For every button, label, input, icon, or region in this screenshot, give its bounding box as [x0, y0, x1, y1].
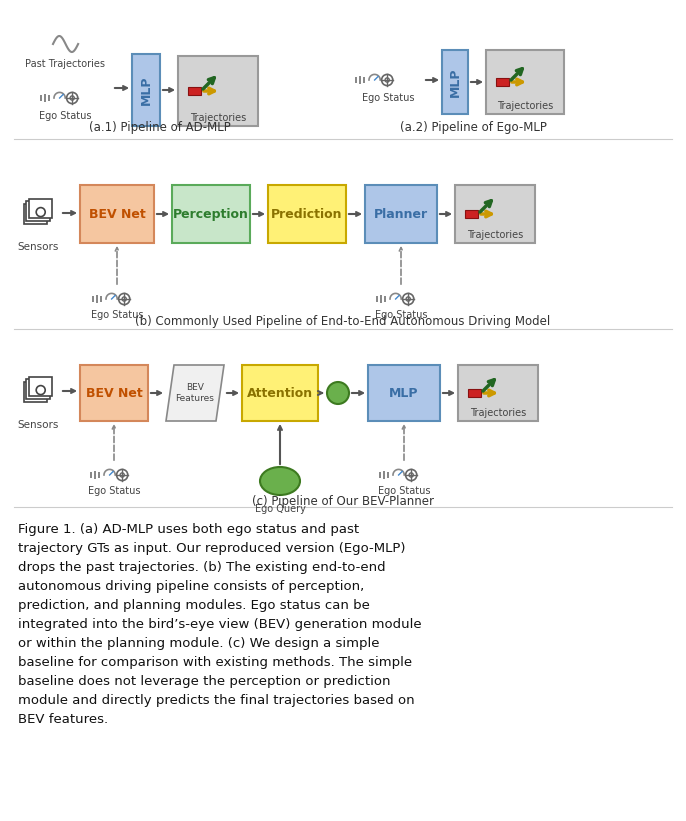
Bar [90, 472, 92, 478]
Bar [458, 365, 538, 421]
Bar [384, 296, 386, 302]
Bar [44, 94, 46, 102]
Text: Ego Status: Ego Status [38, 111, 91, 121]
Text: baseline does not leverage the perception or prediction: baseline does not leverage the perceptio… [18, 675, 390, 688]
Bar [442, 50, 468, 114]
Bar [132, 54, 160, 126]
Bar [92, 296, 94, 302]
Bar [379, 472, 381, 478]
Text: Trajectories: Trajectories [190, 113, 246, 123]
Bar [23, 204, 47, 224]
Text: baseline for comparison with existing methods. The simple: baseline for comparison with existing me… [18, 656, 412, 669]
Text: Ego Query: Ego Query [255, 504, 305, 514]
Bar [242, 365, 318, 421]
Text: prediction, and planning modules. Ego status can be: prediction, and planning modules. Ego st… [18, 599, 370, 612]
Bar [96, 296, 98, 303]
Text: Ego Status: Ego Status [362, 93, 414, 103]
Bar [172, 185, 250, 243]
Text: (c) Pipeline of Our BEV-Planner: (c) Pipeline of Our BEV-Planner [252, 494, 434, 507]
Text: autonomous driving pipeline consists of perception,: autonomous driving pipeline consists of … [18, 580, 364, 593]
Text: drops the past trajectories. (b) The existing end-to-end: drops the past trajectories. (b) The exi… [18, 561, 386, 574]
Text: Planner: Planner [374, 208, 428, 221]
Ellipse shape [260, 467, 300, 495]
Bar [496, 78, 509, 86]
Bar [80, 185, 154, 243]
Bar [29, 199, 52, 218]
Bar [94, 471, 96, 479]
Bar [380, 296, 382, 303]
Bar [468, 389, 481, 397]
Bar [98, 472, 100, 478]
Text: Attention: Attention [247, 387, 313, 400]
Bar [29, 377, 52, 397]
Bar [26, 379, 49, 399]
Text: or within the planning module. (c) We design a simple: or within the planning module. (c) We de… [18, 637, 379, 650]
Bar [364, 77, 365, 83]
Text: Perception: Perception [173, 208, 249, 221]
Text: integrated into the bird’s-eye view (BEV) generation module: integrated into the bird’s-eye view (BEV… [18, 618, 422, 631]
Bar [388, 472, 389, 478]
Bar [188, 87, 201, 95]
Bar [40, 95, 42, 101]
Text: (b) Commonly Used Pipeline of End-to-End Autonomous Driving Model: (b) Commonly Used Pipeline of End-to-End… [135, 314, 551, 328]
Bar [49, 95, 50, 101]
Bar [26, 201, 49, 221]
Text: Ego Status: Ego Status [88, 486, 140, 496]
Bar [376, 296, 378, 302]
Bar [486, 50, 564, 114]
Text: Ego Status: Ego Status [378, 486, 430, 496]
Bar [365, 185, 437, 243]
Text: Past Trajectories: Past Trajectories [25, 59, 105, 69]
Polygon shape [166, 365, 224, 421]
Bar [100, 296, 102, 302]
Text: Sensors: Sensors [17, 242, 59, 252]
Text: Ego Status: Ego Status [91, 310, 143, 320]
Text: MLP: MLP [139, 76, 152, 105]
Bar [368, 365, 440, 421]
Text: Sensors: Sensors [17, 420, 59, 430]
Text: module and directly predicts the final trajectories based on: module and directly predicts the final t… [18, 694, 414, 707]
Circle shape [327, 382, 349, 404]
Bar [80, 365, 148, 421]
Bar [383, 471, 385, 479]
Text: BEV
Features: BEV Features [176, 383, 215, 402]
Text: (a.2) Pipeline of Ego-MLP: (a.2) Pipeline of Ego-MLP [399, 121, 547, 134]
Text: BEV Net: BEV Net [86, 387, 143, 400]
Text: trajectory GTs as input. Our reproduced version (Ego-MLP): trajectory GTs as input. Our reproduced … [18, 542, 405, 555]
Text: Prediction: Prediction [271, 208, 343, 221]
Bar [268, 185, 346, 243]
Text: Figure 1. (a) AD-MLP uses both ego status and past: Figure 1. (a) AD-MLP uses both ego statu… [18, 523, 359, 536]
Text: Trajectories: Trajectories [470, 408, 526, 418]
Text: Ego Status: Ego Status [375, 310, 427, 320]
Text: Trajectories: Trajectories [467, 230, 523, 240]
Text: MLP: MLP [389, 387, 418, 400]
Text: BEV features.: BEV features. [18, 713, 108, 726]
Bar [23, 382, 47, 401]
Bar [359, 76, 361, 84]
Text: MLP: MLP [449, 67, 462, 97]
Bar [178, 56, 258, 126]
Bar [355, 77, 357, 83]
Text: (a.1) Pipeline of AD-MLP: (a.1) Pipeline of AD-MLP [89, 121, 231, 134]
Bar [455, 185, 535, 243]
Text: BEV Net: BEV Net [88, 208, 145, 221]
Text: Trajectories: Trajectories [497, 101, 553, 111]
Bar [465, 210, 478, 218]
